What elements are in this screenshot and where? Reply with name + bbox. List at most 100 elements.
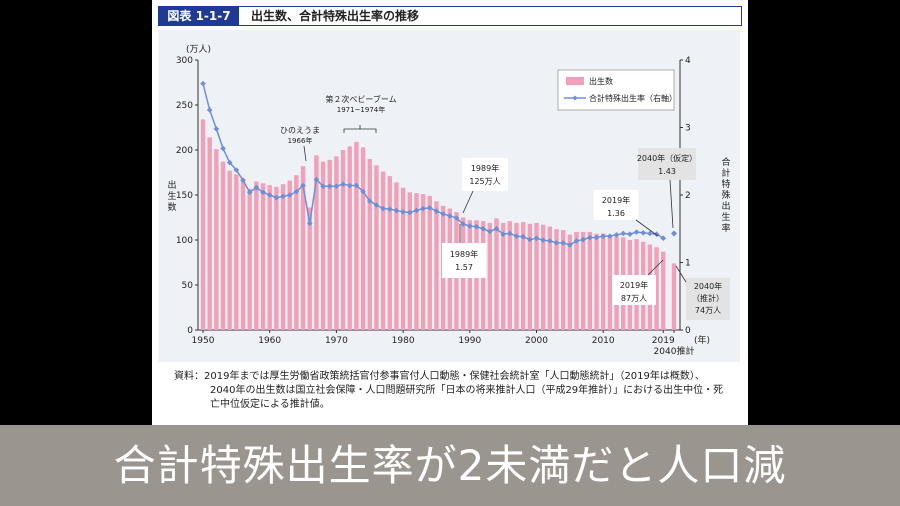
fertility-point — [513, 233, 520, 239]
legend-line-label: 合計特殊出生率（右軸） — [589, 93, 677, 103]
annotation-hinoeuma-arrow — [303, 145, 307, 162]
bar — [220, 161, 226, 330]
bar — [280, 184, 286, 330]
fertility-point — [346, 182, 353, 189]
bar — [247, 188, 252, 330]
figure-slide: 図表 1-1-7 出生数、合計特殊出生率の推移 0 50 100 150 200 250 3… — [152, 0, 748, 425]
x-tick-label: 1980 — [392, 336, 415, 346]
x-axis-unit: (年) — [694, 334, 710, 346]
annotation-r2040-year: 2040年（仮定） — [637, 153, 697, 163]
bar — [360, 147, 366, 330]
bar — [294, 175, 299, 330]
bar — [320, 161, 326, 330]
fertility-point — [233, 167, 240, 173]
fertility-point — [313, 176, 320, 183]
bar — [207, 137, 212, 330]
annotation-r1989-value: 1.57 — [455, 263, 473, 272]
bar — [394, 182, 399, 330]
right-axis-title-char: 出 — [721, 200, 730, 212]
annotation-b2019-year: 2019年 — [620, 280, 648, 290]
x-tick-label: 1990 — [458, 336, 481, 346]
caption-text: 合計特殊出生率が2未満だと人口減 — [113, 441, 787, 490]
figure-badge: 図表 1-1-7 — [159, 7, 239, 25]
x-tick-label-2040: 2040推計 — [654, 345, 695, 357]
fertility-point — [460, 221, 466, 227]
births-fertility-chart: 05010015020025030001234(万人)出生数合計特殊出生率195… — [167, 44, 730, 357]
bar — [200, 119, 206, 331]
annotation-babyboom-bracket — [343, 125, 377, 133]
legend-box — [557, 69, 675, 111]
fertility-point — [326, 183, 333, 190]
fertility-point — [426, 205, 433, 211]
fertility-point — [573, 238, 580, 244]
fertility-point — [600, 233, 606, 239]
bar — [267, 185, 272, 330]
bar — [507, 221, 513, 330]
bar — [254, 181, 259, 330]
fertility-point — [293, 188, 300, 195]
bar — [560, 230, 566, 330]
annotation-b2040-year: 2040年 — [694, 281, 722, 291]
annotation-r2040-arrow — [669, 179, 674, 229]
bar — [314, 155, 319, 330]
bar — [607, 235, 613, 330]
left-axis-title-char: 数 — [167, 201, 176, 213]
bar — [540, 224, 546, 330]
right-tick-label: 0 — [685, 326, 691, 336]
annotation-b1989-year: 1989年 — [471, 163, 499, 173]
bar — [500, 222, 506, 330]
bar — [601, 233, 606, 330]
bar — [234, 174, 239, 330]
bar — [661, 251, 666, 330]
source-note: 資料：2019年までは厚生労働省政策統括官付参事官付人口動態・保健社会統計室「人… — [174, 370, 734, 412]
bar — [420, 194, 426, 330]
fertility-point — [353, 182, 360, 189]
fertility-point — [393, 207, 400, 214]
fertility-point — [620, 230, 627, 237]
bar — [307, 207, 312, 330]
annotation-r2019-value: 1.36 — [607, 209, 625, 218]
fertility-point — [300, 182, 306, 189]
fertility-point — [366, 198, 373, 204]
fertility-point — [633, 229, 640, 235]
fertility-point — [253, 184, 260, 191]
legend-bar-label: 出生数 — [589, 76, 613, 86]
left-tick-label: 0 — [187, 326, 193, 336]
source-line-1: 資料：2019年までは厚生労働省政策統括官付参事官付人口動態・保健社会統計室「人… — [174, 371, 705, 382]
annotation-b2040-value: 74万人 — [695, 306, 721, 315]
fertility-point — [340, 181, 346, 187]
x-tick-label: 1950 — [192, 336, 215, 346]
bar — [527, 223, 533, 330]
x-tick-label: 1960 — [258, 336, 281, 346]
fertility-point — [246, 189, 253, 196]
bar — [227, 170, 232, 330]
fertility-point — [440, 211, 446, 217]
bar — [547, 226, 553, 330]
fertility-point — [373, 202, 380, 208]
left-tick-label: 250 — [176, 101, 193, 111]
fertility-point — [413, 207, 420, 214]
fertility-point — [386, 206, 393, 212]
bar — [214, 149, 219, 330]
bar — [654, 247, 659, 330]
bar — [374, 165, 379, 330]
fertility-point — [453, 215, 460, 221]
bar — [427, 195, 432, 330]
right-axis-title-char: 特 — [721, 178, 730, 190]
left-tick-label: 100 — [176, 236, 193, 246]
bar — [574, 231, 579, 330]
fertility-point — [446, 213, 453, 219]
fertility-point — [206, 107, 213, 113]
fertility-point — [613, 232, 620, 238]
fertility-point — [493, 225, 500, 232]
bar — [414, 193, 419, 330]
bar — [407, 192, 412, 330]
bar — [327, 159, 332, 330]
x-tick-label: 1970 — [325, 336, 348, 346]
bar — [494, 218, 499, 330]
left-tick-label: 50 — [182, 281, 194, 291]
fertility-point — [607, 233, 613, 239]
fertility-point — [487, 228, 493, 235]
annotation-b1989-value: 125万人 — [469, 177, 500, 186]
fertility-point — [213, 126, 220, 132]
